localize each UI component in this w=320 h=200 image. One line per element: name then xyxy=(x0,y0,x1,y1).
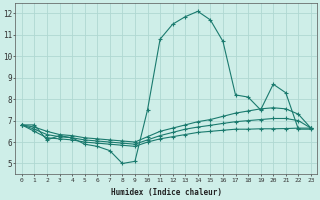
X-axis label: Humidex (Indice chaleur): Humidex (Indice chaleur) xyxy=(111,188,222,197)
